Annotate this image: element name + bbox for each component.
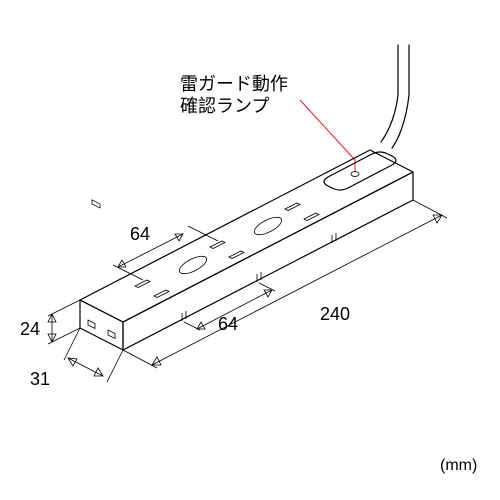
end-slot-a [88,320,95,329]
dim-64-top-ext [113,226,218,280]
dim-24-text: 24 [20,319,40,339]
dim-31-line [68,358,103,376]
outlet-3-slot-b [304,213,319,221]
dim-31-text: 31 [30,369,50,389]
outlet-1-slot-a [135,280,150,288]
callout-leader [300,100,355,171]
ground-oval-1 [177,253,209,277]
outlet-2-slot-a [210,241,225,249]
dim-240-ext [123,200,447,368]
dim-31-ext [64,328,123,382]
indicator-lamp [351,172,359,177]
end-slot-b [108,330,115,339]
dimension-drawing: 雷ガード動作 確認ランプ 64 64 240 [0,0,500,500]
dim-64-top-line [118,234,183,267]
dim-240-line [152,215,442,365]
callout-label-line1: 雷ガード動作 [180,74,288,94]
unit-label: (mm) [440,457,477,474]
outlet-3-slot-a [285,203,300,211]
callout-label-line2: 確認ランプ [180,96,269,116]
outlet-2-slot-b [229,251,244,259]
ground-oval-2 [252,214,284,238]
dim-64-bot-text: 64 [218,314,238,334]
dim-240-text: 240 [320,304,350,324]
end-slot-1 [92,200,100,208]
cable [381,45,409,148]
body-end-face [80,300,123,350]
body-front-face [123,172,413,350]
outlet-1-slot-b [154,290,169,298]
dim-64-top-text: 64 [130,224,150,244]
